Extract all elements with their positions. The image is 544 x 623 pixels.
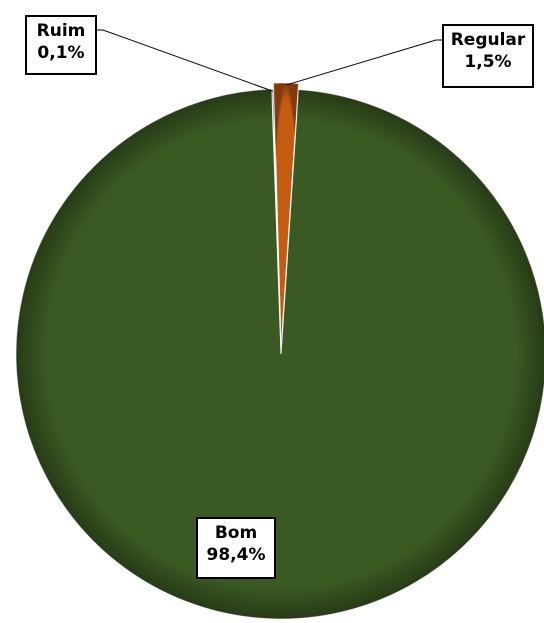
data-label-bom-category: Bom (214, 523, 258, 543)
data-label-ruim-category: Ruim (36, 21, 86, 41)
data-label-regular-category: Regular (450, 30, 526, 50)
data-label-ruim: Ruim 0,1% (25, 15, 97, 75)
leader-line-regular (285, 39, 442, 86)
data-label-regular: Regular 1,5% (442, 24, 534, 88)
data-label-regular-value: 1,5% (464, 52, 512, 72)
data-label-bom: Bom 98,4% (196, 517, 276, 579)
leader-line-ruim (97, 29, 273, 92)
data-label-ruim-value: 0,1% (37, 43, 85, 63)
pie-slice-shade-regular (273, 83, 299, 349)
data-label-bom-value: 98,4% (206, 545, 266, 565)
pie-slice-shade-bom (16, 89, 544, 619)
